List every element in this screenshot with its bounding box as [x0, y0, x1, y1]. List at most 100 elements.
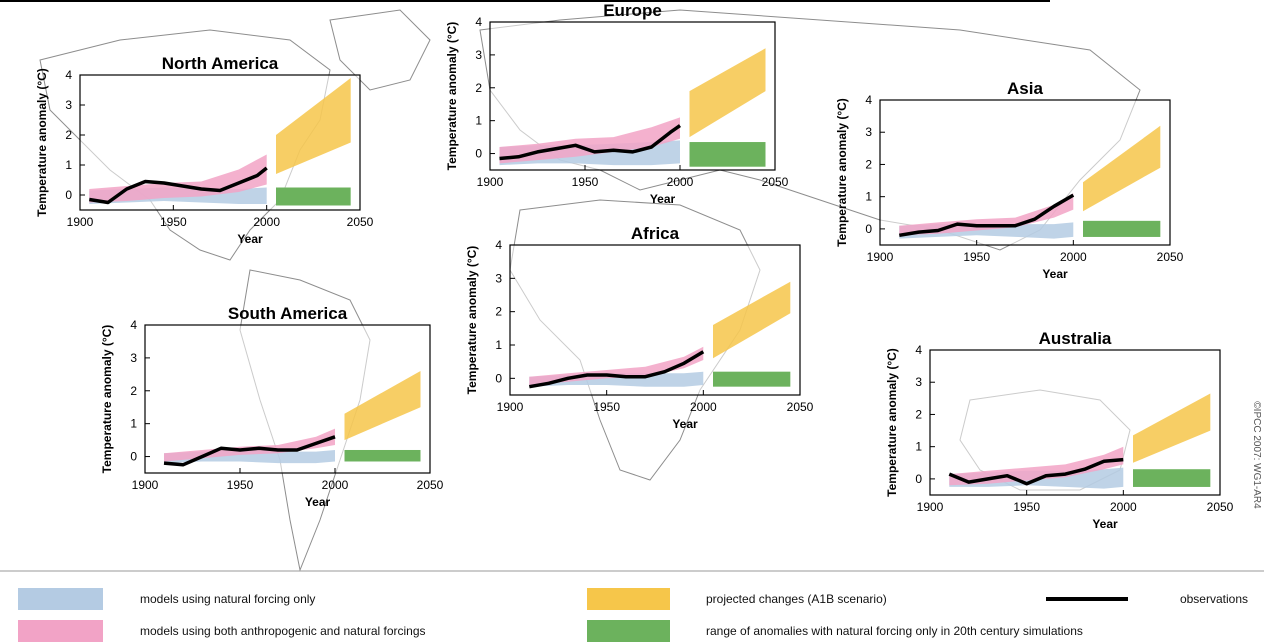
y-tick-label: 1 — [130, 417, 137, 431]
ipcc-credit: ©IPCC 2007: WG1-AR4 — [1251, 401, 1262, 509]
x-axis-label: Year — [672, 417, 698, 431]
panel-title: South America — [228, 304, 348, 323]
x-tick-label: 1900 — [867, 250, 894, 264]
x-tick-label: 1950 — [593, 400, 620, 414]
y-axis-label: Temperature anomaly (°C) — [465, 246, 479, 395]
y-axis-label: Temperature anomaly (°C) — [35, 68, 49, 217]
y-tick-label: 1 — [915, 440, 922, 454]
x-axis-label: Year — [650, 192, 676, 206]
legend-label-projected: projected changes (A1B scenario) — [706, 592, 887, 606]
y-tick-label: 4 — [495, 238, 502, 252]
y-tick-label: 3 — [915, 375, 922, 389]
y-tick-label: 0 — [915, 472, 922, 486]
y-tick-label: 3 — [65, 98, 72, 112]
y-tick-label: 3 — [865, 125, 872, 139]
y-tick-label: 0 — [495, 371, 502, 385]
y-tick-label: 0 — [865, 222, 872, 236]
y-tick-label: 4 — [865, 93, 872, 107]
x-axis-label: Year — [1092, 517, 1118, 531]
legend-label-observations: observations — [1180, 592, 1248, 606]
y-tick-label: 4 — [915, 343, 922, 357]
x-tick-label: 1950 — [1013, 500, 1040, 514]
y-tick-label: 4 — [130, 318, 137, 332]
observations-line — [528, 350, 705, 389]
chart-panel-europe: 1900 1950 2000 2050 0 1 2 3 4 Europe Year Temperatu… — [445, 1, 789, 206]
x-tick-label: 1900 — [132, 478, 159, 492]
y-tick-label: 3 — [475, 48, 482, 62]
projection-band — [713, 281, 791, 359]
y-tick-label: 2 — [65, 128, 72, 142]
y-tick-label: 3 — [495, 271, 502, 285]
x-tick-label: 1900 — [477, 175, 504, 189]
chart-panel-south-america: 1900 1950 2000 2050 0 1 2 3 4 South America Year Te… — [100, 304, 444, 509]
legend-swatch-projected — [587, 588, 670, 610]
projection-band — [1133, 393, 1211, 463]
x-tick-label: 1900 — [917, 500, 944, 514]
x-axis-label: Year — [1042, 267, 1068, 281]
legend-swatch-natural — [18, 588, 103, 610]
y-tick-label: 0 — [475, 147, 482, 161]
y-axis-label: Temperature anomaly (°C) — [445, 22, 459, 171]
y-tick-label: 1 — [65, 158, 72, 172]
x-tick-label: 2000 — [322, 478, 349, 492]
x-tick-label: 2050 — [787, 400, 814, 414]
natural-range-bar — [1083, 220, 1161, 237]
anthropogenic-forcing-band — [949, 446, 1124, 486]
panel-title: North America — [162, 54, 279, 73]
x-tick-label: 2050 — [1207, 500, 1234, 514]
y-tick-label: 1 — [865, 190, 872, 204]
y-tick-label: 2 — [475, 81, 482, 95]
legend-label-anthropogenic: models using both anthropogenic and natu… — [140, 624, 426, 638]
natural-range-bar — [276, 187, 351, 206]
y-tick-label: 2 — [130, 384, 137, 398]
panel-title: Australia — [1039, 329, 1112, 348]
chart-panel-north-america: 1900 1950 2000 2050 0 1 2 3 4 North America Year Te… — [35, 54, 374, 246]
x-tick-label: 2000 — [1110, 500, 1137, 514]
observations-line — [948, 457, 1124, 486]
chart-panel-africa: 1900 1950 2000 2050 0 1 2 3 4 Africa Year Temperatu… — [465, 224, 814, 431]
legend-swatch-natural-range — [587, 620, 670, 642]
x-tick-label: 1950 — [963, 250, 990, 264]
panel-title: Africa — [631, 224, 680, 243]
observations-line — [499, 124, 681, 161]
chart-panel-asia: 1900 1950 2000 2050 0 1 2 3 4 Asia Year Temperature… — [835, 79, 1184, 281]
observations-line — [89, 166, 268, 205]
y-axis-label: Temperature anomaly (°C) — [100, 325, 114, 474]
observations-line — [899, 193, 1075, 238]
anthropogenic-forcing-band — [529, 346, 704, 385]
x-tick-label: 2000 — [1060, 250, 1087, 264]
x-tick-label: 1950 — [227, 478, 254, 492]
x-tick-label: 2050 — [417, 478, 444, 492]
x-axis-label: Year — [305, 495, 331, 509]
projection-band — [1083, 125, 1161, 212]
y-tick-label: 0 — [130, 450, 137, 464]
y-tick-label: 4 — [65, 68, 72, 82]
x-tick-label: 2000 — [667, 175, 694, 189]
y-axis-label: Temperature anomaly (°C) — [835, 98, 849, 247]
y-tick-label: 2 — [915, 407, 922, 421]
natural-range-bar — [344, 449, 421, 462]
projection-band — [276, 78, 351, 174]
y-tick-label: 0 — [65, 188, 72, 202]
y-tick-label: 4 — [475, 15, 482, 29]
chart-panel-australia: 1900 1950 2000 2050 0 1 2 3 4 Australia Year Temper… — [885, 329, 1234, 531]
x-tick-label: 2000 — [690, 400, 717, 414]
x-tick-label: 1900 — [67, 215, 94, 229]
natural-range-bar — [689, 142, 766, 167]
y-tick-label: 1 — [475, 114, 482, 128]
x-tick-label: 2000 — [253, 215, 280, 229]
x-tick-label: 2050 — [1157, 250, 1184, 264]
x-tick-label: 2050 — [347, 215, 374, 229]
legend-swatch-anthropogenic — [18, 620, 103, 642]
x-tick-label: 2050 — [762, 175, 789, 189]
anthropogenic-forcing-band — [899, 193, 1074, 236]
y-tick-label: 2 — [865, 157, 872, 171]
y-axis-label: Temperature anomaly (°C) — [885, 348, 899, 497]
legend: models using natural forcing only models… — [0, 570, 1264, 642]
x-tick-label: 1950 — [572, 175, 599, 189]
x-tick-label: 1900 — [497, 400, 524, 414]
x-axis-label: Year — [237, 232, 263, 246]
observations-line — [163, 435, 336, 467]
